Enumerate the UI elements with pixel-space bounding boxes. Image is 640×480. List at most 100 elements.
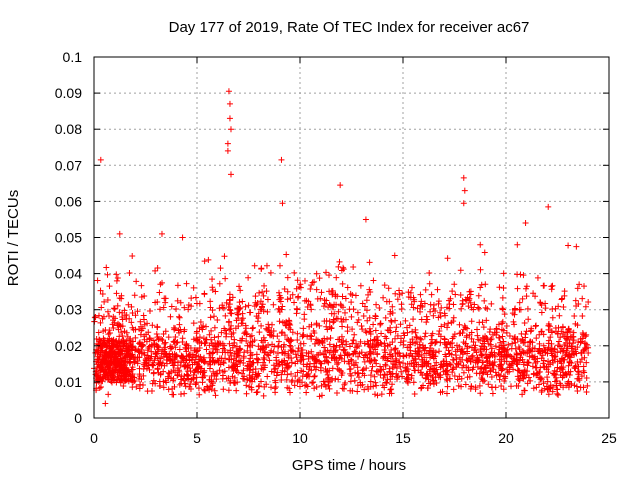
data-point	[128, 319, 135, 326]
data-point	[247, 349, 254, 356]
data-point	[456, 321, 463, 328]
data-point	[152, 299, 159, 306]
data-point	[365, 341, 372, 348]
data-point	[453, 356, 460, 363]
data-point	[285, 354, 292, 361]
data-point	[436, 328, 443, 335]
data-point	[213, 370, 220, 377]
data-point	[476, 382, 483, 389]
data-point	[538, 302, 545, 309]
data-point	[200, 323, 207, 330]
data-point	[284, 274, 291, 281]
data-point	[166, 356, 173, 363]
data-point	[536, 381, 543, 388]
data-point	[100, 360, 107, 367]
data-point	[141, 292, 148, 299]
data-point	[474, 332, 481, 339]
data-point	[159, 337, 166, 344]
data-point	[483, 317, 490, 324]
data-point	[216, 305, 223, 312]
data-point	[319, 337, 326, 344]
data-point	[256, 329, 263, 336]
data-point	[337, 182, 344, 189]
data-point	[305, 355, 312, 362]
data-point	[275, 305, 282, 312]
data-point	[228, 356, 235, 363]
data-point	[125, 368, 132, 375]
data-point	[101, 298, 108, 305]
data-point	[179, 234, 186, 241]
data-point	[267, 349, 274, 356]
x-axis-label: GPS time / hours	[292, 457, 406, 474]
data-point	[117, 322, 124, 329]
data-point	[489, 352, 496, 359]
data-point	[159, 347, 166, 354]
data-point	[584, 382, 591, 389]
data-point	[525, 316, 532, 323]
data-point	[300, 332, 307, 339]
data-point	[581, 332, 588, 339]
data-point	[230, 342, 237, 349]
data-point	[416, 341, 423, 348]
data-point	[273, 372, 280, 379]
data-point	[283, 318, 290, 325]
x-tick-label: 10	[292, 430, 308, 446]
data-point	[397, 339, 404, 346]
data-point	[176, 368, 183, 375]
data-point	[192, 366, 199, 373]
data-point	[389, 370, 396, 377]
data-point	[498, 353, 505, 360]
data-point	[553, 328, 560, 335]
data-point	[215, 333, 222, 340]
data-point	[394, 296, 401, 303]
data-point	[145, 345, 152, 352]
data-point	[458, 305, 465, 312]
data-point	[193, 360, 200, 367]
data-point	[554, 358, 561, 365]
data-point	[125, 301, 132, 308]
data-point	[343, 341, 350, 348]
data-point	[113, 271, 120, 278]
data-point	[294, 336, 301, 343]
chart-title: Day 177 of 2019, Rate Of TEC Index for r…	[169, 19, 530, 36]
data-point	[540, 357, 547, 364]
data-point	[399, 290, 406, 297]
data-point	[529, 345, 536, 352]
data-point	[503, 322, 510, 329]
data-point	[566, 339, 573, 346]
data-point	[245, 302, 252, 309]
data-point	[509, 340, 516, 347]
data-point	[149, 380, 156, 387]
data-point	[95, 372, 102, 379]
data-point	[156, 289, 163, 296]
data-point	[111, 305, 118, 312]
data-point	[503, 353, 510, 360]
data-point	[533, 384, 540, 391]
data-point	[460, 174, 467, 181]
data-point	[126, 351, 133, 358]
data-point	[430, 305, 437, 312]
data-point	[459, 329, 466, 336]
data-point	[392, 317, 399, 324]
data-point	[172, 325, 179, 332]
data-point	[264, 296, 271, 303]
data-point	[400, 337, 407, 344]
data-point	[232, 357, 239, 364]
data-point	[520, 375, 527, 382]
data-point	[355, 374, 362, 381]
data-point	[208, 377, 215, 384]
data-point	[121, 307, 128, 314]
data-point	[104, 271, 111, 278]
data-point	[255, 383, 262, 390]
data-point	[240, 359, 247, 366]
data-point	[125, 375, 132, 382]
data-point	[429, 340, 436, 347]
data-point	[140, 312, 147, 319]
data-point	[140, 341, 147, 348]
data-point	[352, 349, 359, 356]
data-point	[555, 303, 562, 310]
data-point	[150, 369, 157, 376]
data-point	[288, 359, 295, 366]
data-point	[287, 295, 294, 302]
data-point	[406, 352, 413, 359]
